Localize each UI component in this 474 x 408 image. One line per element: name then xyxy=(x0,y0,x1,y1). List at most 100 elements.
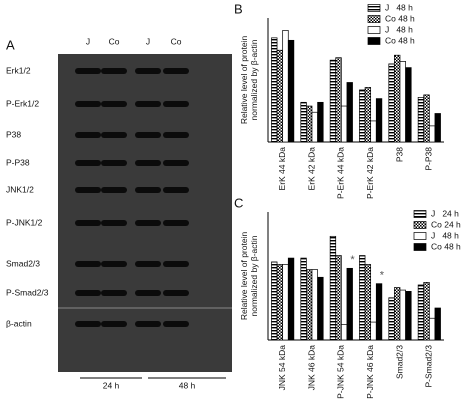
legend-swatch xyxy=(367,37,381,45)
bar xyxy=(399,289,406,341)
y-axis-label-line: Relative level of protein xyxy=(239,36,249,125)
bar xyxy=(364,87,372,143)
group-label: 24 h xyxy=(103,380,120,390)
y-axis-label: Relative level of proteinnormalized by β… xyxy=(239,36,259,125)
bar xyxy=(317,276,324,341)
bar xyxy=(423,282,430,341)
panel-label: A xyxy=(6,37,15,52)
x-tick-label: ErK 42 kDa xyxy=(306,147,316,191)
row-label: P-Smad2/3 xyxy=(6,287,49,297)
bar xyxy=(428,317,436,341)
band xyxy=(135,160,161,166)
band xyxy=(163,68,189,74)
legend-label: J 48 h xyxy=(385,24,413,34)
bar xyxy=(306,105,313,143)
band xyxy=(101,290,127,296)
y-axis-label-line: Relative level of protein xyxy=(239,232,249,321)
y-axis-label: Relative level of proteinnormalized by β… xyxy=(239,232,259,321)
bar xyxy=(399,61,406,143)
panel-label: C xyxy=(234,195,243,210)
band xyxy=(163,321,189,327)
band xyxy=(75,290,101,296)
band xyxy=(135,101,161,107)
band xyxy=(135,321,161,327)
band xyxy=(101,132,127,138)
band xyxy=(101,187,127,193)
legend-label: J 48 h xyxy=(385,2,413,12)
bar xyxy=(300,257,307,341)
band xyxy=(75,321,101,327)
band xyxy=(163,101,189,107)
band xyxy=(101,160,127,166)
band xyxy=(75,132,101,138)
band xyxy=(101,321,127,327)
band xyxy=(135,187,161,193)
bar xyxy=(282,264,289,341)
bar xyxy=(359,89,366,143)
bar xyxy=(282,30,289,143)
bar xyxy=(405,67,412,143)
legend-label: J 24 h xyxy=(431,208,459,218)
bar xyxy=(329,235,337,341)
band xyxy=(135,220,161,226)
y-axis-label-line: normalized by β-actin xyxy=(249,235,259,316)
band xyxy=(135,261,161,267)
row-label: JNK1/2 xyxy=(6,184,34,194)
bar xyxy=(346,82,353,143)
bar xyxy=(417,284,425,341)
bar xyxy=(394,54,401,143)
x-tick-label: JNK 54 kDa xyxy=(277,345,287,391)
band xyxy=(101,261,127,267)
row-label: β-actin xyxy=(6,318,32,328)
x-tick-label: P-JNK 54 kDa xyxy=(336,345,346,399)
bar xyxy=(276,264,284,341)
band xyxy=(163,160,189,166)
annotation: * xyxy=(350,254,355,266)
row-label: Erk1/2 xyxy=(6,65,31,75)
bar xyxy=(311,269,318,341)
band xyxy=(163,187,189,193)
lane-label: J xyxy=(146,36,150,46)
x-tick-label: JNK 46 kDa xyxy=(306,345,316,391)
x-tick-label: P-P38 xyxy=(424,147,434,171)
bar xyxy=(335,255,342,341)
bar xyxy=(394,287,401,341)
x-tick-label: P38 xyxy=(394,147,404,162)
band xyxy=(101,68,127,74)
panel-label: B xyxy=(234,1,243,16)
band xyxy=(135,68,161,74)
band xyxy=(163,220,189,226)
row-label: Smad2/3 xyxy=(6,258,40,268)
band xyxy=(163,132,189,138)
band xyxy=(163,290,189,296)
annotation: * xyxy=(380,270,385,282)
band xyxy=(75,187,101,193)
band xyxy=(75,261,101,267)
bar xyxy=(359,255,366,341)
bar xyxy=(311,111,318,143)
legend-swatch xyxy=(413,232,427,240)
band xyxy=(135,132,161,138)
bar xyxy=(388,63,395,143)
bar xyxy=(346,267,353,341)
bar xyxy=(306,269,313,341)
row-label: P-Erk1/2 xyxy=(6,98,39,108)
legend-swatch xyxy=(413,210,427,218)
bar xyxy=(271,261,278,341)
x-tick-label: P-JNK 46 kDa xyxy=(365,345,375,399)
band xyxy=(75,220,101,226)
bar xyxy=(370,321,377,341)
legend-swatch xyxy=(367,4,381,12)
lane-label: Co xyxy=(109,36,120,46)
bar xyxy=(423,94,430,143)
bar xyxy=(287,257,295,341)
bar xyxy=(300,101,307,143)
bar xyxy=(434,113,441,143)
y-axis-label-line: normalized by β-actin xyxy=(249,39,259,120)
x-tick-label: ErK 44 kDa xyxy=(277,147,287,191)
bar xyxy=(340,105,348,143)
lane-label: Co xyxy=(171,36,182,46)
legend-swatch xyxy=(413,243,427,251)
bar xyxy=(271,37,278,143)
